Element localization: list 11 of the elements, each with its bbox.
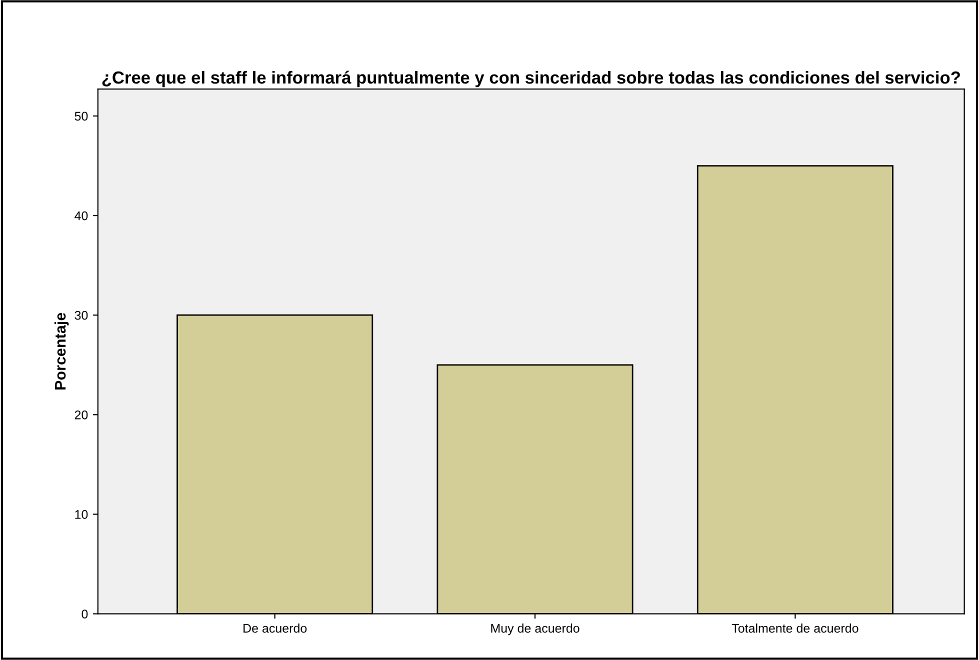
y-tick-label: 20	[74, 410, 88, 420]
y-tick-label: 30	[74, 310, 88, 320]
y-tick-label: 50	[74, 112, 88, 121]
chart-title: ¿Cree que el staff le informará puntualmente y con sinceridad sobre todas las condiciones del servicio?	[102, 70, 960, 88]
x-tick-label: Muy de acuerdo	[491, 624, 580, 636]
y-axis-title: Porcentaje	[54, 312, 69, 390]
x-tick-label: De acuerdo	[244, 624, 307, 633]
y-tick-label: 40	[74, 211, 88, 220]
y-tick-label: 0	[82, 610, 88, 618]
x-tick-label: Totalmente de acuerdo	[732, 624, 858, 633]
y-tick-label: 10	[75, 510, 88, 519]
